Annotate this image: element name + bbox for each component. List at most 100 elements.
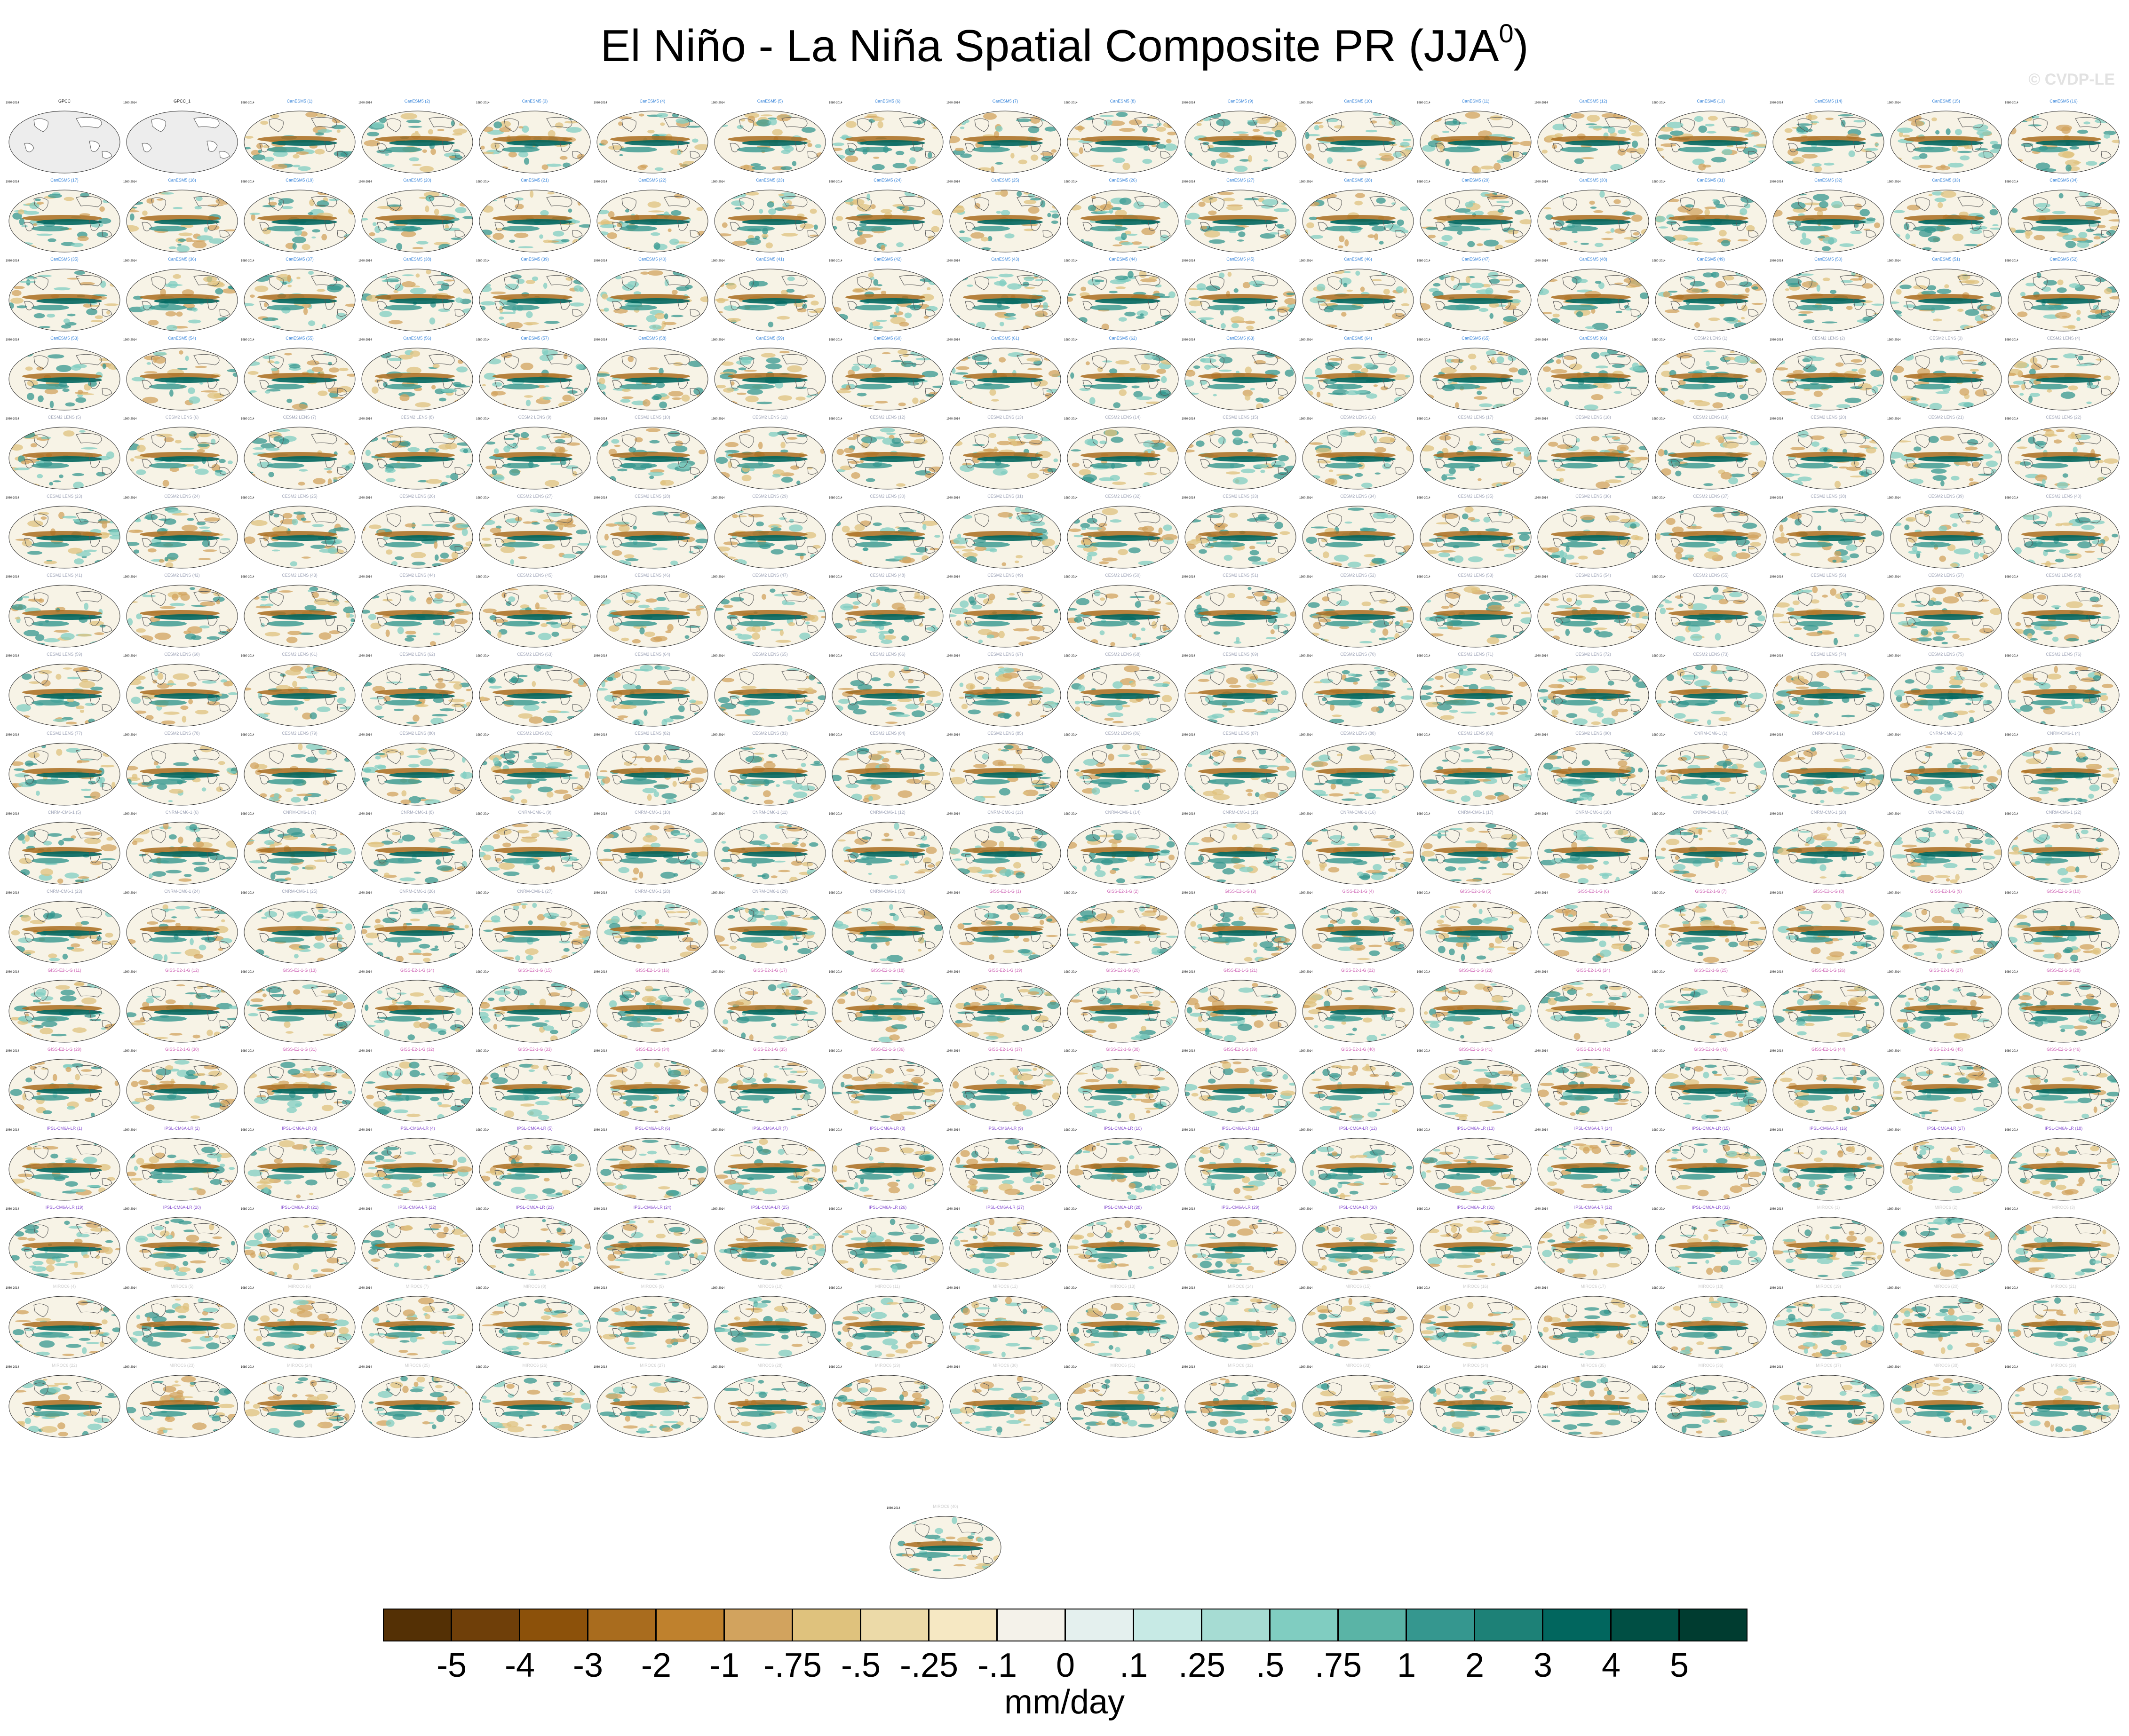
anomaly-blob [839,388,850,390]
anomaly-blob [1162,242,1178,246]
anomaly-blob [135,403,142,406]
anomaly-blob [293,511,306,515]
anomaly-blob [836,314,848,321]
anomaly-blob [136,469,146,475]
wet-band-south [1325,463,1363,468]
anomaly-blob [1255,397,1264,402]
anomaly-blob [95,315,103,319]
anomaly-blob [146,362,151,365]
anomaly-blob [1167,122,1175,128]
anomaly-blob [1039,469,1048,472]
anomaly-blob [455,114,469,120]
anomaly-blob [843,508,857,511]
anomaly-blob [1099,115,1115,117]
anomaly-blob [1496,356,1504,364]
anomaly-blob [493,112,502,116]
anomaly-blob [328,198,340,201]
anomaly-blob [581,484,590,487]
anomaly-blob [1928,236,1941,243]
map-panel: CanESM5 (66) 1980-2014 [1534,336,1652,415]
anomaly-blob [995,162,1003,165]
map-panel: CanESM5 (45) 1980-2014 [1182,257,1299,336]
anomaly-blob [487,242,493,246]
anomaly-blob [1420,162,1426,166]
anomaly-blob [1893,210,1905,214]
anomaly-blob [1489,313,1493,319]
anomaly-blob [961,326,967,330]
map-panel: CanESM5 (30) 1980-2014 [1534,178,1652,257]
anomaly-blob [564,121,579,124]
map-panel: CanESM5 (54) 1980-2014 [123,336,241,415]
anomaly-blob [980,247,991,250]
panel-title: CanESM5 (61) [991,336,1019,341]
anomaly-blob [656,382,665,388]
anomaly-blob [1309,355,1317,361]
anomaly-blob [188,319,201,324]
wet-band [36,219,102,225]
anomaly-blob [1145,401,1163,404]
anomaly-blob [578,194,584,199]
anomaly-blob [872,117,885,121]
anomaly-blob [836,449,844,455]
anomaly-blob [1024,276,1034,281]
panel-period: 1980-2014 [476,497,490,499]
continent-outline [259,143,270,152]
anomaly-blob [402,281,416,287]
anomaly-blob [2104,458,2119,464]
anomaly-blob [1374,472,1381,475]
anomaly-blob [219,459,226,463]
panel-title: CESM2 LENS (13) [987,415,1023,420]
anomaly-blob [1163,164,1178,167]
anomaly-blob [127,320,137,325]
panel-title: CanESM5 (32) [1814,178,1843,182]
anomaly-blob [654,313,666,319]
panel-period: 1980-2014 [2005,102,2018,104]
continent-outline [142,222,152,231]
map-svg [1067,269,1179,332]
anomaly-blob [1287,431,1295,438]
anomaly-blob [1277,196,1294,199]
map-border [244,190,356,253]
map-panel: CESM2 LENS (20) 1980-2014 [1770,415,1887,494]
anomaly-blob [254,285,269,292]
anomaly-blob [857,392,867,396]
anomaly-blob [1309,198,1318,202]
anomaly-blob [1708,317,1720,321]
anomaly-blob [715,277,723,279]
anomaly-blob [331,125,346,129]
panel-title: CanESM5 (47) [1462,257,1490,262]
anomaly-blob [1546,387,1552,392]
anomaly-blob [566,127,582,133]
anomaly-blob [1965,463,1971,467]
anomaly-blob [927,287,931,290]
map-svg [1772,269,1884,332]
anomaly-blob [99,206,105,212]
anomaly-blob [1185,380,1194,387]
anomaly-blob [1318,324,1329,331]
anomaly-blob [437,129,445,131]
anomaly-blob [1186,242,1193,249]
anomaly-blob [1866,217,1876,222]
anomaly-blob [584,388,590,396]
anomaly-blob [845,121,857,128]
anomaly-blob [178,238,186,242]
anomaly-blob [2057,287,2067,293]
anomaly-blob [952,205,964,208]
panel-title: CESM2 LENS (19) [1693,415,1729,420]
map-panel: CanESM5 (50) 1980-2014 [1770,257,1887,336]
anomaly-blob [954,274,969,281]
anomaly-blob [520,432,529,438]
wet-band-south [972,305,1010,310]
anomaly-blob [451,238,462,240]
panel-period: 1980-2014 [6,181,19,183]
anomaly-blob [1951,476,1960,481]
anomaly-blob [1282,111,1295,119]
panel-period: 1980-2014 [123,339,137,341]
map-svg [8,190,120,253]
continent-outline [386,118,401,132]
anomaly-blob [2073,161,2081,164]
anomaly-blob [867,287,882,291]
anomaly-blob [1559,477,1564,483]
anomaly-blob [37,474,43,479]
anomaly-blob [1907,205,1921,211]
